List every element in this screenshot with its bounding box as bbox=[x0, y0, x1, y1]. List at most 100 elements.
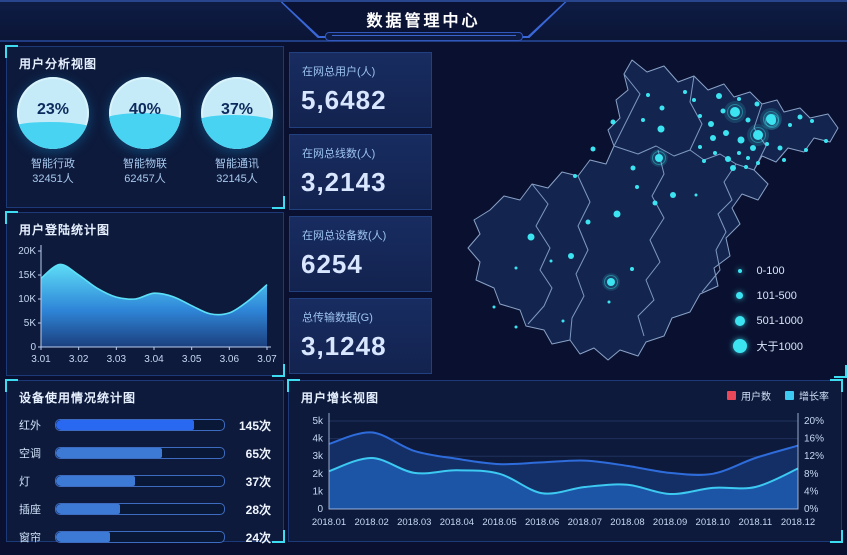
map-legend: 0-100 101-500 501-1000 大于1000 bbox=[731, 258, 804, 358]
svg-text:2018.09: 2018.09 bbox=[653, 517, 687, 528]
map-regions bbox=[467, 59, 839, 361]
svg-text:0: 0 bbox=[317, 504, 323, 515]
svg-text:2k: 2k bbox=[312, 469, 324, 480]
map-legend-item[interactable]: 0-100 bbox=[731, 258, 804, 283]
map-legend-item[interactable]: 101-500 bbox=[731, 283, 804, 308]
panel-user-analysis: 用户分析视图 23% 智能行政 32451人 40% 智能物联 62457人 37% 智能通讯… bbox=[5, 45, 285, 209]
gauge-fill bbox=[109, 113, 181, 149]
panel-map: 0-100 101-500 501-1000 大于1000 bbox=[432, 42, 847, 378]
corner-bracket bbox=[272, 196, 285, 209]
liquid-gauge: 23% 智能行政 32451人 bbox=[11, 77, 95, 187]
map-legend-label: 大于1000 bbox=[756, 340, 803, 353]
device-bar-row: 插座 28次 bbox=[19, 499, 271, 519]
stat-card: 在网总用户(人) 5,6482 bbox=[289, 52, 432, 128]
stat-card: 在网总设备数(人) 6254 bbox=[289, 216, 432, 292]
device-bar-label: 红外 bbox=[19, 420, 41, 432]
growth-chart-legend: 用户数 增长率 bbox=[727, 388, 829, 403]
svg-text:2018.02: 2018.02 bbox=[354, 517, 388, 528]
liquid-gauges: 23% 智能行政 32451人 40% 智能物联 62457人 37% 智能通讯 32145人 bbox=[7, 77, 283, 187]
map-legend-item[interactable]: 501-1000 bbox=[731, 308, 804, 333]
device-bar-fill bbox=[56, 532, 110, 542]
stat-card-value: 3,2143 bbox=[301, 167, 387, 197]
svg-text:3.07: 3.07 bbox=[257, 354, 277, 365]
gauge-count: 62457人 bbox=[124, 173, 166, 185]
growth-x-axis: 2018.01 2018.02 2018.03 2018.04 2018.05 2018.… bbox=[312, 517, 815, 528]
device-bar-track bbox=[55, 475, 225, 487]
svg-text:2018.10: 2018.10 bbox=[696, 517, 730, 528]
panel-title-user-analysis: 用户分析视图 bbox=[19, 57, 98, 71]
gauge-fill bbox=[201, 115, 273, 149]
svg-text:3.06: 3.06 bbox=[220, 354, 240, 365]
svg-text:15K: 15K bbox=[18, 270, 36, 281]
legend-item[interactable]: 用户数 bbox=[727, 388, 771, 403]
device-bar-fill bbox=[56, 420, 194, 430]
page-title: 数据管理中心 bbox=[366, 13, 481, 30]
gauge-name: 智能行政 bbox=[31, 158, 75, 170]
map-bubbles bbox=[492, 90, 828, 329]
stat-card-value: 6254 bbox=[301, 249, 363, 279]
map-legend-dot bbox=[732, 338, 747, 353]
corner-bracket bbox=[5, 211, 18, 224]
map-legend-dot-box bbox=[731, 315, 749, 326]
map-legend-dot-box bbox=[731, 338, 749, 353]
svg-text:8%: 8% bbox=[804, 469, 819, 480]
legend-label: 增长率 bbox=[799, 392, 829, 403]
gauge-label: 智能行政 32451人 bbox=[11, 157, 95, 187]
device-bar-row: 窗帘 24次 bbox=[19, 527, 271, 547]
svg-text:12%: 12% bbox=[804, 451, 824, 462]
login-area-chart: 0 5K 10K 15K 20K 3.01 3.02 3.03 3.04 3.05 3.06 3.07 bbox=[18, 245, 277, 365]
map-legend-dot bbox=[736, 292, 743, 299]
stat-card: 总传输数据(G) 3,1248 bbox=[289, 298, 432, 374]
stat-card-label: 总传输数据(G) bbox=[302, 312, 373, 324]
device-usage-bars: 红外 145次空调 65次灯 37次插座 28次窗帘 24次 bbox=[19, 415, 271, 555]
gauge-count: 32145人 bbox=[216, 173, 258, 185]
svg-text:3.01: 3.01 bbox=[31, 354, 51, 365]
svg-text:2018.12: 2018.12 bbox=[781, 517, 815, 528]
svg-text:3k: 3k bbox=[312, 451, 324, 462]
svg-text:5k: 5k bbox=[312, 416, 324, 427]
svg-text:2018.03: 2018.03 bbox=[397, 517, 431, 528]
gauge-percent-label: 37% bbox=[220, 101, 254, 118]
map-legend-label: 501-1000 bbox=[756, 314, 804, 327]
device-bar-label: 灯 bbox=[19, 476, 30, 488]
map-legend-label: 0-100 bbox=[756, 264, 785, 277]
liquid-gauge: 40% 智能物联 62457人 bbox=[103, 77, 187, 187]
gauge-circle: 40% bbox=[109, 77, 181, 149]
stat-card-value: 5,6482 bbox=[301, 85, 387, 115]
legend-item[interactable]: 增长率 bbox=[785, 388, 829, 403]
device-bar-row: 红外 145次 bbox=[19, 415, 271, 435]
province-map bbox=[467, 59, 839, 361]
device-bar-value: 145次 bbox=[238, 418, 271, 433]
corner-bracket bbox=[5, 379, 18, 392]
device-bar-label: 插座 bbox=[19, 504, 41, 516]
svg-text:2018.11: 2018.11 bbox=[739, 517, 773, 528]
svg-text:2018.05: 2018.05 bbox=[482, 517, 516, 528]
device-bar-fill bbox=[56, 504, 120, 514]
login-y-axis: 0 5K 10K 15K 20K bbox=[18, 246, 41, 353]
map-legend-label: 101-500 bbox=[756, 289, 797, 302]
header-bar: 数据管理中心 bbox=[0, 0, 847, 42]
device-bar-label: 窗帘 bbox=[19, 532, 41, 544]
map-legend-item[interactable]: 大于1000 bbox=[731, 333, 804, 358]
device-bar-label: 空调 bbox=[19, 448, 41, 460]
corner-bracket bbox=[830, 379, 843, 392]
panel-title-login-stats: 用户登陆统计图 bbox=[19, 223, 111, 237]
svg-text:16%: 16% bbox=[804, 434, 824, 445]
corner-bracket bbox=[830, 530, 843, 543]
map-legend-dot bbox=[737, 268, 742, 273]
gauge-fill bbox=[17, 121, 89, 149]
gauge-percent-label: 23% bbox=[36, 101, 70, 118]
svg-text:3.04: 3.04 bbox=[144, 354, 164, 365]
map-outline bbox=[467, 59, 839, 361]
gauge-name: 智能通讯 bbox=[215, 158, 259, 170]
legend-label: 用户数 bbox=[741, 392, 771, 403]
device-bar-value: 37次 bbox=[245, 474, 271, 489]
svg-text:4%: 4% bbox=[804, 486, 819, 497]
legend-swatch bbox=[785, 391, 794, 400]
header-ornament bbox=[324, 32, 523, 41]
stat-card: 在网总线数(人) 3,2143 bbox=[289, 134, 432, 210]
panel-login-stats: 用户登陆统计图 0 5K 10K 15K 20K 3.01 3.02 3.03 3.04 3.05… bbox=[5, 211, 285, 377]
map-legend-dot-box bbox=[731, 268, 749, 273]
device-bar-value: 65次 bbox=[245, 446, 271, 461]
gauge-name: 智能物联 bbox=[123, 158, 167, 170]
